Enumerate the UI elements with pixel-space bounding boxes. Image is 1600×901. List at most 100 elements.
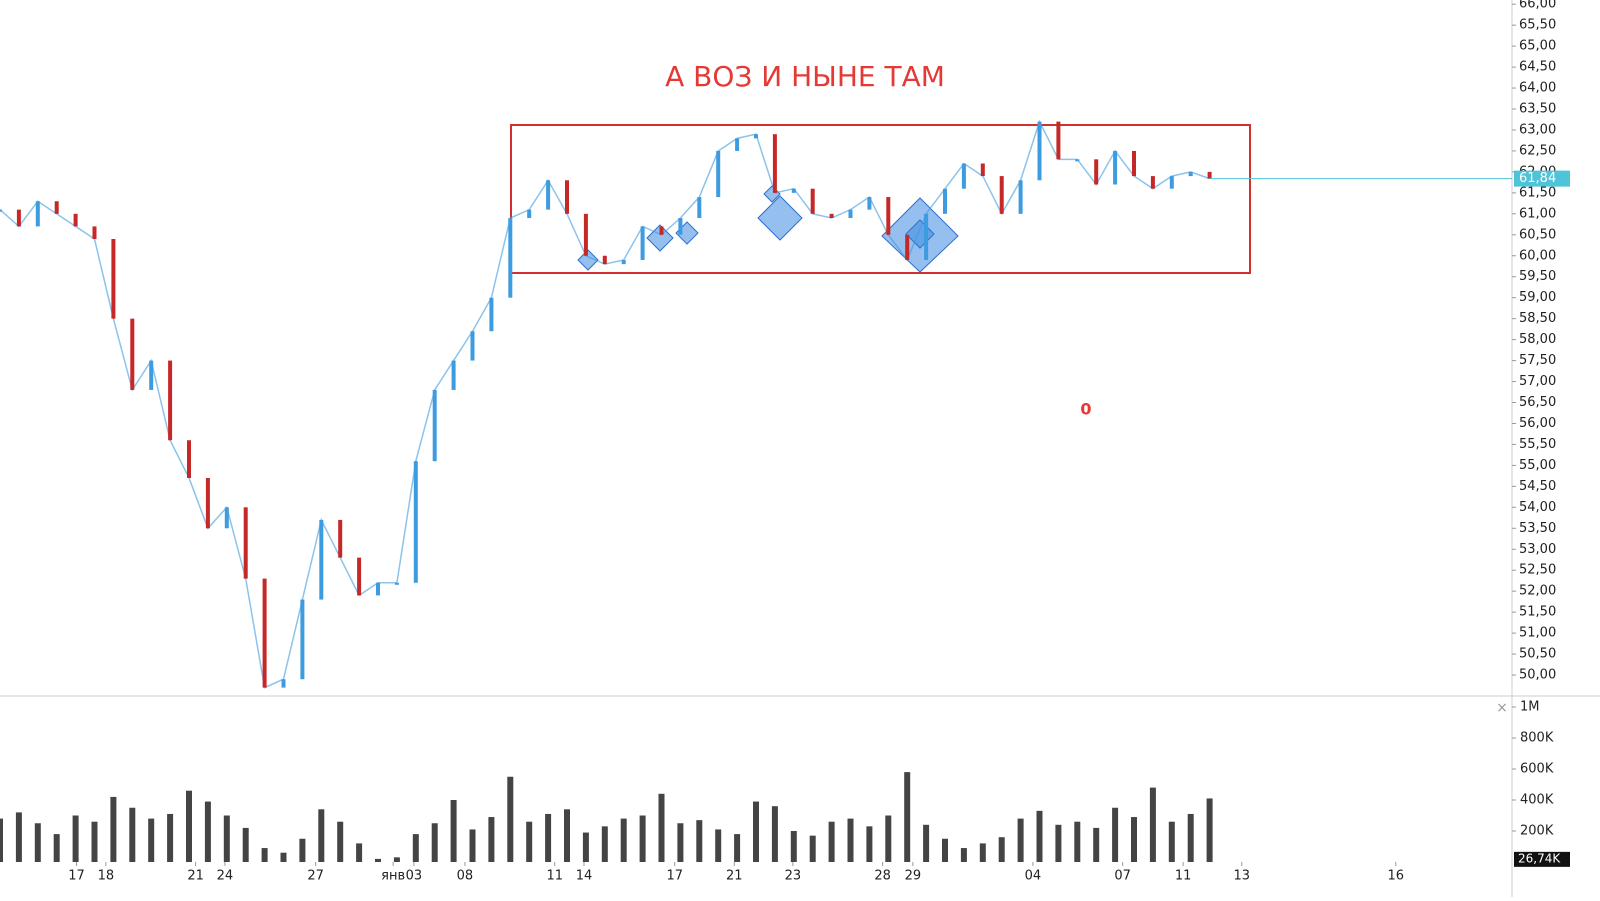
volume-bar [242,827,249,862]
volume-bar [601,826,608,862]
volume-bar [1036,810,1043,862]
x-tick-label: 14 [576,869,593,884]
candle [489,297,494,332]
volume-bar [412,834,419,862]
candle [1018,180,1023,214]
y-tick-label: 65,00 [1519,39,1556,54]
candle [508,218,513,298]
candle [924,213,929,260]
volume-bar [1074,821,1081,862]
candle [565,180,569,214]
candle [1113,150,1118,185]
candle [583,213,588,256]
volume-bar [1055,824,1062,862]
volume-bar [1093,827,1100,862]
candle [338,519,343,558]
volume-bar [866,826,873,862]
x-tick-label: 04 [1025,869,1042,884]
volume-bar [696,820,703,862]
volume-bar [91,821,98,862]
volume-bar [639,815,646,862]
y-tick-label: 66,00 [1519,0,1556,12]
volume-bar [904,772,911,862]
y-tick-label: 800K [1520,731,1554,746]
candle [187,440,191,478]
volume-bar [620,818,627,862]
last-volume-label: 26,74K [1518,851,1561,865]
volume-bar [375,858,381,862]
volume-bar [337,821,344,862]
candle [376,582,380,596]
annotation-title: А ВОЗ И НЫНЕ ТАМ [665,60,945,93]
last-price-label: 61,84 [1519,171,1556,186]
candle [92,226,97,239]
volume-bar [393,857,400,862]
candle [980,163,985,177]
volume-bar [507,776,514,862]
candle [829,213,834,219]
x-tick-label: 23 [785,869,802,884]
y-tick-label: 55,00 [1519,458,1556,473]
x-tick-label: 21 [187,869,204,884]
volume-bar [1149,787,1156,862]
candle [300,599,305,680]
volume-bar [1206,798,1213,862]
close-icon[interactable]: × [1496,700,1508,716]
x-tick-label: 27 [307,869,324,884]
volume-bar [942,838,948,862]
volume-bar [1017,818,1024,862]
y-tick-label: 63,00 [1519,122,1556,137]
candle [168,360,173,441]
candle [848,209,853,219]
y-tick-label: 56,00 [1519,416,1556,431]
candle [1075,159,1080,162]
y-tick-label: 58,50 [1519,311,1556,326]
candle [754,134,758,139]
volume-bar [356,843,363,862]
candle [1188,171,1193,177]
candle [640,226,645,260]
candle [886,197,891,235]
volume-bar [53,834,60,862]
last-volume-box [1514,851,1570,867]
candle [16,209,21,227]
candle [943,188,947,214]
y-tick-label: 51,50 [1519,605,1556,620]
y-tick-label: 50,00 [1519,668,1556,683]
candle [1169,176,1174,189]
candle [111,238,116,319]
volume-bar [790,831,797,862]
candle [1132,150,1136,177]
volume-bar [15,812,22,862]
y-tick-label: 58,00 [1519,332,1556,347]
x-tick-label: янв [381,869,405,884]
volume-bar [204,801,211,862]
y-tick-label: 60,50 [1519,227,1556,242]
x-tick-label: 29 [905,869,922,884]
candle [432,389,437,462]
volume-bar [223,815,230,862]
candle [451,360,456,390]
y-tick-label: 56,50 [1519,395,1556,410]
volume-bar [148,818,155,862]
y-tick-label: 53,50 [1519,521,1556,536]
volume-bar [318,809,325,862]
volume-bar [753,801,759,862]
candle [1207,171,1212,179]
y-tick-label: 64,50 [1519,60,1556,75]
volume-bar [280,852,287,862]
candle [319,519,324,600]
volume-bar [72,815,79,862]
volume-bar [960,848,967,862]
volume-bar [110,796,117,862]
candle [697,197,702,219]
candle [0,209,2,212]
y-tick-label: 61,00 [1519,206,1556,221]
volume-bar [299,838,306,862]
y-tick-label: 65,50 [1519,18,1556,33]
x-tick-label: 08 [457,869,474,884]
candle [659,226,664,235]
y-tick-label: 61,50 [1519,185,1556,200]
